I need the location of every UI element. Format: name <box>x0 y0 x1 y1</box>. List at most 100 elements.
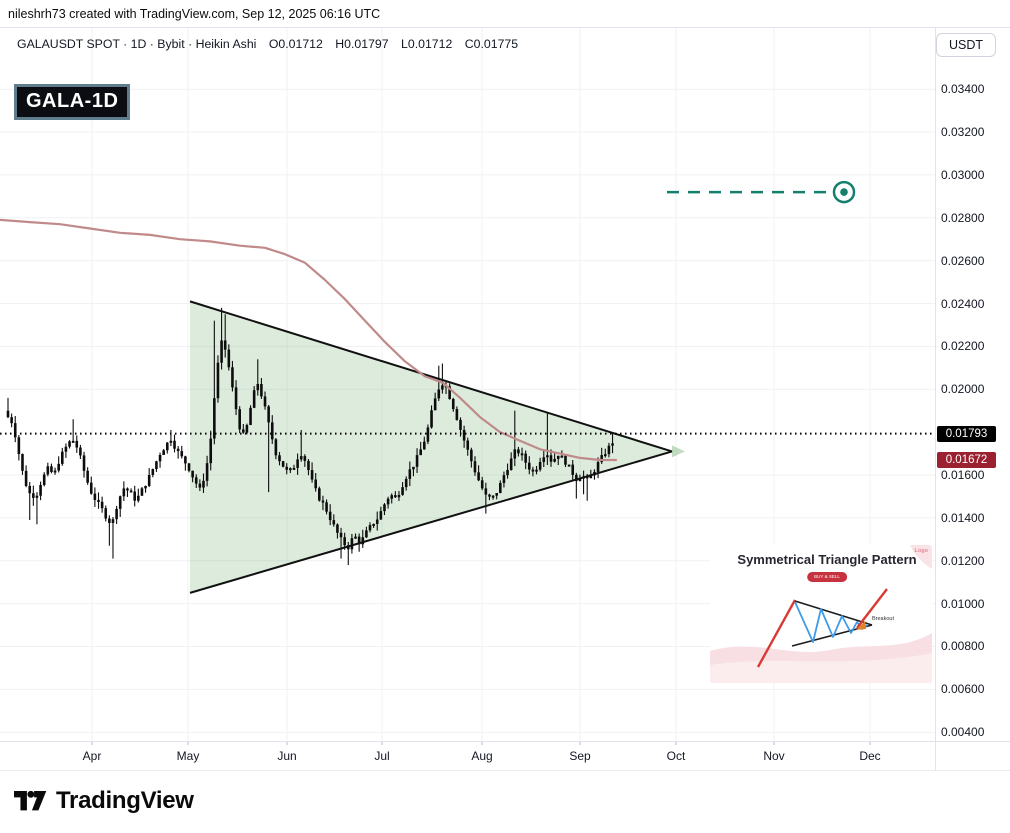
candle-body <box>296 459 299 468</box>
candle-body <box>57 463 60 471</box>
candle-body <box>10 417 13 424</box>
symbol-title: GALAUSDT SPOT · 1D · Bybit · Heikin Ashi <box>17 37 257 51</box>
candle-body <box>433 398 437 411</box>
candle-body <box>459 419 462 430</box>
candle-body <box>357 536 361 545</box>
pattern-inset-image[interactable]: Symmetrical Triangle Pattern BUY & SELL … <box>710 545 932 683</box>
candle-body <box>64 446 68 452</box>
candle-body <box>542 457 546 462</box>
uptrend-line <box>756 599 797 668</box>
candle-body <box>97 499 100 502</box>
candle-body <box>470 449 473 462</box>
moving-average-line[interactable] <box>0 218 618 462</box>
candle-body <box>419 449 422 456</box>
candle-body <box>538 461 542 470</box>
time-axis-label: Oct <box>666 749 686 763</box>
candle-body <box>477 472 480 481</box>
price-axis-label: 0.02800 <box>941 210 985 225</box>
tradingview-mark-icon <box>14 790 47 811</box>
candle-body <box>289 468 292 471</box>
candle-body <box>205 463 209 481</box>
currency-button[interactable]: USDT <box>936 33 996 57</box>
candle-body <box>488 494 491 497</box>
candle-body <box>140 488 144 496</box>
attribution-text: nileshrh73 created with TradingView.com,… <box>8 7 381 21</box>
candle-body <box>147 474 151 486</box>
candle-body <box>314 479 317 489</box>
candle-body <box>386 498 390 505</box>
candle-body <box>556 455 560 459</box>
tradingview-wordmark: TradingView <box>56 787 194 814</box>
candle-body <box>426 427 430 442</box>
candle-body <box>46 466 50 475</box>
candle-body <box>549 455 553 462</box>
candle-body <box>332 520 336 525</box>
candle-body <box>430 410 433 428</box>
candle-body <box>448 386 451 400</box>
candle-body <box>473 461 477 473</box>
candle-body <box>491 495 495 498</box>
tradingview-logo[interactable]: TradingView <box>14 787 194 815</box>
candle-body <box>165 442 169 451</box>
candle-body <box>401 487 404 495</box>
candle-body <box>252 390 256 408</box>
candle-body <box>285 466 289 470</box>
candle-body <box>162 450 165 455</box>
time-axis-label: Apr <box>82 749 102 763</box>
candle-body <box>307 460 310 471</box>
candle-body <box>144 485 147 489</box>
candle-body <box>299 456 303 460</box>
candle-body <box>194 477 198 484</box>
candle-body <box>191 470 194 478</box>
candle-body <box>520 453 524 456</box>
price-axis-label: 0.02400 <box>941 296 985 311</box>
candle-body <box>535 469 538 472</box>
candle-body <box>368 525 372 531</box>
candle-body <box>412 466 415 470</box>
time-axis-label: Dec <box>859 749 881 763</box>
candle-body <box>502 475 506 483</box>
candle-body <box>245 424 249 433</box>
candle-body <box>328 511 332 521</box>
price-axis-label: 0.02200 <box>941 339 985 354</box>
price-axis-label: 0.03000 <box>941 167 985 182</box>
candle-body <box>122 488 126 497</box>
candle-body <box>339 532 343 538</box>
candle-body <box>100 501 104 509</box>
candle-body <box>35 495 39 498</box>
inset-pill-badge: BUY & SELL <box>807 572 847 582</box>
top-separator <box>0 27 1010 28</box>
triangle-lower-line[interactable] <box>189 450 673 594</box>
candle-body <box>596 462 600 472</box>
candle-body <box>495 493 498 496</box>
candle-body <box>310 470 314 480</box>
candle-body <box>231 367 234 388</box>
time-axis-label: May <box>176 749 200 763</box>
price-axis-label: 0.00600 <box>941 682 985 697</box>
candle-body <box>53 470 57 473</box>
candle-body <box>379 511 383 520</box>
triangle-upper-line[interactable] <box>189 300 673 453</box>
candle-body <box>372 523 375 526</box>
candle-body <box>24 470 28 486</box>
price-axis-label: 0.01400 <box>941 510 985 525</box>
candle-body <box>28 485 32 494</box>
symbol-header[interactable]: GALAUSDT SPOT · 1D · Bybit · Heikin Ashi… <box>17 37 518 51</box>
candle-body <box>223 340 227 350</box>
candle-body <box>13 423 17 438</box>
candle-body <box>278 455 281 462</box>
triangle-pattern-fill[interactable] <box>190 301 672 593</box>
candle-body <box>213 398 216 439</box>
candle-body <box>234 387 238 410</box>
symbol-label-drawing[interactable]: GALA-1D <box>14 84 131 120</box>
price-axis-separator <box>935 27 936 771</box>
candle-body <box>137 495 140 501</box>
candle-body <box>318 488 321 501</box>
candle-body <box>611 443 614 446</box>
candle-body <box>256 383 260 391</box>
time-axis-label: Jun <box>277 749 297 763</box>
candle-body <box>151 469 155 475</box>
candle-body <box>68 441 71 447</box>
candle-body <box>79 447 82 456</box>
